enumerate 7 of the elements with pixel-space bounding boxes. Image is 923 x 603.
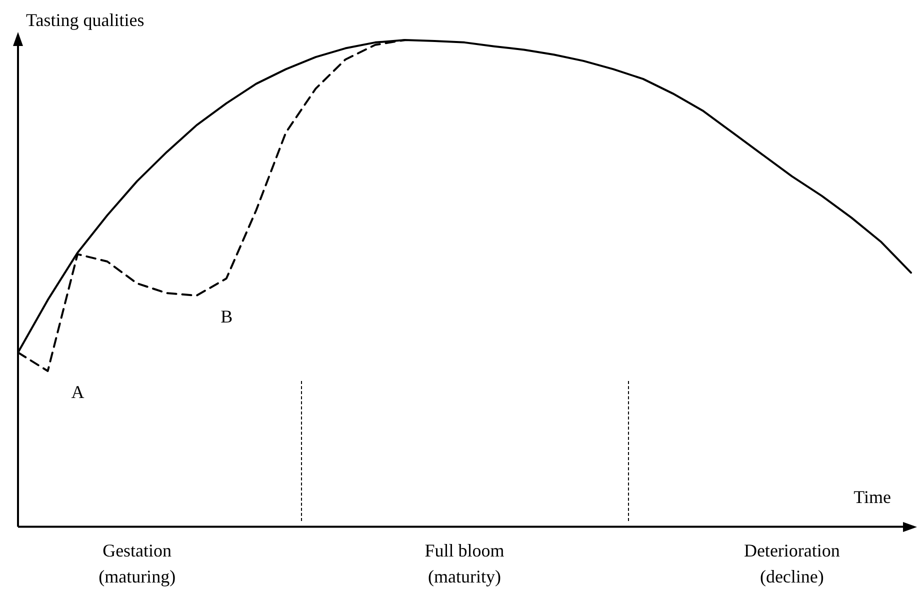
x-axis-title: Time (854, 486, 892, 507)
x-tick-label: Deterioration (decline) (744, 540, 840, 587)
y-axis-title: Tasting qualities (26, 10, 144, 30)
annotation: B (220, 306, 233, 326)
x-tick-label: Full bloom (maturity) (424, 540, 504, 587)
annotation: A (71, 382, 84, 402)
x-tick-label: Gestation (maturing) (98, 540, 176, 587)
